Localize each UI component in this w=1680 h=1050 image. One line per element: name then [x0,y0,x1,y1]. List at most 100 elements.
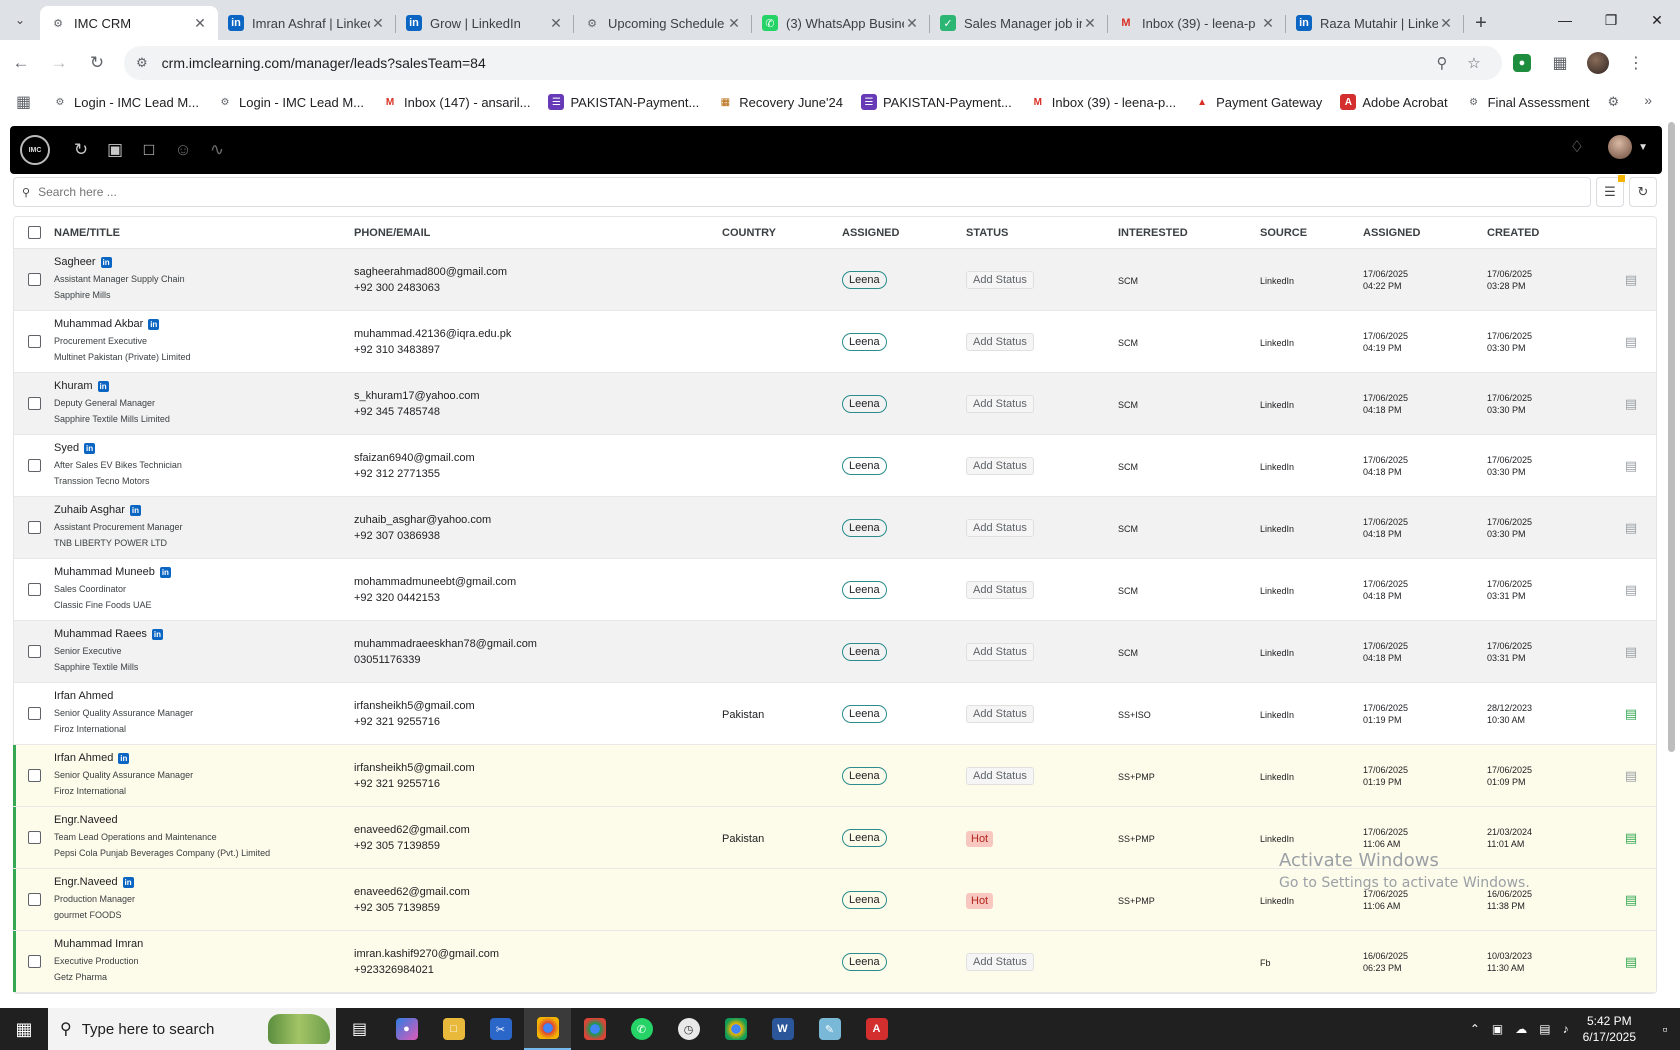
notepad-icon[interactable]: ✎ [806,1008,853,1050]
extensions-puzzle-icon[interactable]: ▦ [1552,55,1568,72]
table-row[interactable]: Irfan Ahmed Senior Quality Assurance Mana… [14,683,1656,745]
restore-icon[interactable]: ❐ [1604,11,1618,28]
chrome-icon[interactable] [571,1008,618,1050]
bookmark-item[interactable]: ⚙ Final Assessment [1466,94,1589,110]
snipping-tool-icon[interactable]: ✂ [477,1008,524,1050]
lead-name[interactable]: Irfan Ahmed [54,752,114,764]
bookmark-star-icon[interactable]: ☆ [1467,55,1481,72]
browser-tab[interactable]: in Imran Ashraf | LinkedIn✕ [218,6,396,40]
add-status-button[interactable]: Add Status [966,395,1034,413]
task-view-icon[interactable]: ▤ [351,1021,368,1038]
row-checkbox[interactable] [27,397,41,410]
assigned-badge[interactable]: Leena [842,767,887,785]
row-checkbox[interactable] [27,335,41,348]
tab-search-icon[interactable]: ⌄ [14,13,26,27]
reload-icon[interactable]: ↻ [89,53,105,72]
assigned-badge[interactable]: Leena [842,829,887,847]
notes-document-icon[interactable]: ▤ [1624,953,1638,969]
bookmark-item[interactable]: ▦ Recovery June'24 [717,94,843,110]
assigned-badge[interactable]: Leena [842,643,887,661]
site-info-icon[interactable]: ⚙ [136,55,148,70]
close-tab-icon[interactable]: ✕ [194,14,206,31]
assigned-badge[interactable]: Leena [842,271,887,289]
close-tab-icon[interactable]: ✕ [1084,14,1096,31]
col-header-assigned-date[interactable]: ASSIGNED [1363,226,1421,239]
col-header-country[interactable]: COUNTRY [722,226,776,239]
row-checkbox[interactable] [27,583,41,596]
bookmark-item[interactable]: ⚙ Login - IMC Lead M... [52,94,199,110]
notes-document-icon[interactable]: ▤ [1624,891,1638,907]
linkedin-icon[interactable]: in [148,318,160,330]
row-checkbox[interactable] [27,521,41,534]
notes-document-icon[interactable]: ▤ [1624,457,1638,473]
refresh-button[interactable]: ↻ [1629,177,1657,207]
col-header-name[interactable]: NAME/TITLE [54,226,120,239]
add-status-button[interactable]: Add Status [966,333,1034,351]
col-header-assigned[interactable]: ASSIGNED [842,226,900,239]
bookmark-imc-extra-icon[interactable]: ⚙ [1607,94,1620,109]
close-tab-icon[interactable]: ✕ [372,14,384,31]
status-badge-hot[interactable]: Hot [966,830,994,847]
notes-document-icon[interactable]: ▤ [1624,829,1638,845]
close-tab-icon[interactable]: ✕ [550,14,562,31]
assigned-badge[interactable]: Leena [842,581,887,599]
assigned-badge[interactable]: Leena [842,705,887,723]
extension-green-icon[interactable]: ● [1504,46,1540,80]
chevron-up-icon[interactable]: ⌃ [1469,1022,1480,1036]
close-tab-icon[interactable]: ✕ [906,14,918,31]
col-header-interested[interactable]: INTERESTED [1118,226,1188,239]
whatsapp-icon[interactable]: ✆ [618,1008,665,1050]
col-header-status[interactable]: STATUS [966,226,1009,239]
browser-tab[interactable]: ✆ (3) WhatsApp Business✕ [752,6,930,40]
table-row[interactable]: Irfan Ahmed in Senior Quality Assurance Ma… [13,745,1656,807]
close-tab-icon[interactable]: ✕ [1440,14,1452,31]
bookmarks-overflow-icon[interactable]: » [1644,92,1652,108]
linkedin-icon[interactable]: in [151,628,163,640]
table-row[interactable]: Muhammad Imran Executive Production Getz P… [13,931,1656,993]
apps-grid-icon[interactable]: ▦ [16,94,32,111]
filter-button[interactable]: ☰ [1596,175,1625,207]
chrome-menu-icon[interactable]: ⋮ [1628,55,1644,72]
add-status-button[interactable]: Add Status [966,643,1034,661]
linkedin-icon[interactable]: in [97,380,109,392]
table-row[interactable]: Engr.Naveed Team Lead Operations and Main… [13,807,1656,869]
taskbar-clock[interactable]: 5:42 PM 6/17/2025 [1583,1013,1636,1045]
lead-name[interactable]: Zuhaib Asghar [54,504,125,516]
lead-name[interactable]: Syed [54,442,80,454]
notes-document-icon[interactable]: ▤ [1624,271,1638,287]
col-header-source[interactable]: SOURCE [1260,226,1308,239]
taskbar-search[interactable]: ⚲ Type here to search [48,1008,336,1050]
lead-name[interactable]: Sagheer [54,256,96,268]
add-status-button[interactable]: Add Status [966,953,1034,971]
copilot-icon[interactable]: ● [383,1008,430,1050]
notes-document-icon[interactable]: ▤ [1624,519,1638,535]
network-icon[interactable]: ▤ [1539,1022,1551,1036]
bookmark-item[interactable]: ▲ Payment Gateway [1194,94,1322,110]
add-status-button[interactable]: Add Status [966,519,1034,537]
bookmark-item[interactable]: ☰ PAKISTAN-Payment... [860,94,1012,110]
row-checkbox[interactable] [27,831,41,844]
add-status-button[interactable]: Add Status [966,767,1034,785]
row-checkbox[interactable] [27,955,41,968]
notes-document-icon[interactable]: ▤ [1624,767,1638,783]
row-checkbox[interactable] [27,459,41,472]
bell-icon[interactable]: ♢ [1569,139,1585,156]
close-tab-icon[interactable]: ✕ [728,14,740,31]
browser-tab[interactable]: ✓ Sales Manager job in ✕ [930,6,1108,40]
lead-name[interactable]: Khuram [54,380,93,392]
lead-name[interactable]: Muhammad Raees [54,628,147,640]
activity-icon[interactable]: ∿ [209,140,225,159]
table-row[interactable]: Sagheer in Assistant Manager Supply Chain S… [14,249,1656,311]
lead-name[interactable]: Engr.Naveed [54,814,118,826]
clock-app-icon[interactable]: ◷ [665,1008,712,1050]
add-status-button[interactable]: Add Status [966,705,1034,723]
close-tab-icon[interactable]: ✕ [1262,14,1274,31]
table-row[interactable]: Syed in After Sales EV Bikes Technician Tra… [14,435,1656,497]
notes-document-icon[interactable]: ▤ [1624,333,1638,349]
add-status-button[interactable]: Add Status [966,581,1034,599]
notifications-icon[interactable]: ▫ [1662,1021,1668,1037]
chrome-icon-active[interactable] [524,1008,571,1050]
calendar-icon[interactable]: ▣ [106,140,124,159]
table-row[interactable]: Khuram in Deputy General Manager Sapphire T… [14,373,1656,435]
acrobat-icon[interactable]: A [853,1008,900,1050]
